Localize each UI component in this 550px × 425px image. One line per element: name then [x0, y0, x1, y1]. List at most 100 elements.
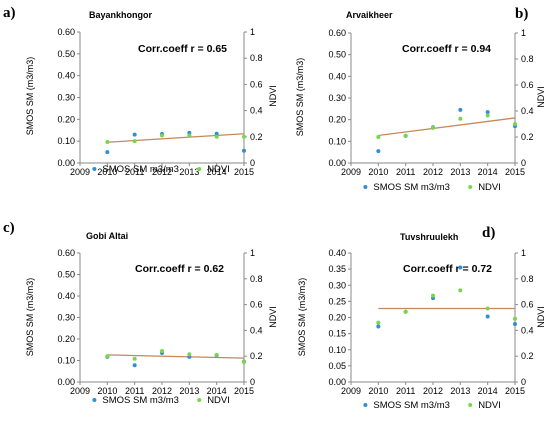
- y2-tick-label: 0.8: [521, 274, 534, 284]
- legend: SMOS SM m3/m3 NDVI: [363, 400, 501, 411]
- y2-tick-label: 0.4: [250, 325, 263, 335]
- legend-sm-marker: [363, 185, 368, 189]
- x-tick-label: 2012: [423, 167, 443, 177]
- y-tick-label: 0.50: [57, 49, 75, 59]
- y-tick-label: 0.40: [57, 291, 75, 301]
- correlation-annotation: Corr.coeff r = 0.72: [403, 263, 492, 275]
- y2-tick-label: 1: [521, 28, 526, 38]
- x-tick-label: 2009: [341, 386, 361, 396]
- x-tick-label: 2015: [505, 167, 525, 177]
- y2-tick-label: 0.2: [521, 132, 534, 142]
- ndvi-point: [132, 356, 137, 361]
- y-tick-label: 0.60: [57, 248, 75, 258]
- y2-tick-label: 1: [250, 248, 255, 258]
- ndvi-point: [132, 139, 137, 144]
- x-tick-label: 2011: [396, 386, 415, 396]
- station-title: Arvaikheer: [346, 10, 393, 20]
- y-tick-label: 0.05: [328, 361, 346, 371]
- panel-letter: b): [515, 6, 528, 22]
- legend-ndvi-marker: [468, 185, 473, 189]
- ndvi-point: [160, 349, 164, 354]
- sm-point: [105, 150, 110, 155]
- legend-ndvi-marker: [197, 398, 202, 402]
- y-tick-label: 0.40: [328, 248, 346, 258]
- chart-panel-3: 0.00 0.10 0.20 0.30 0.40 0.50 0.60 0 0.2 0.4 0.6 0.…: [3, 220, 278, 406]
- y-tick-label: 0.00: [328, 158, 346, 168]
- y2-tick-label: 0: [521, 377, 526, 387]
- y-tick-label: 0.10: [328, 345, 346, 355]
- y2-tick-label: 0.6: [521, 300, 534, 310]
- ndvi-point: [105, 354, 110, 359]
- y-tick-label: 0.10: [328, 136, 346, 146]
- ndvi-point: [105, 140, 110, 145]
- sm-point: [485, 314, 490, 319]
- x-tick-label: 2015: [505, 386, 525, 396]
- y-axis-label: SMOS SM (m3/m3): [297, 278, 307, 357]
- x-tick-label: 2009: [70, 386, 90, 396]
- ndvi-point: [376, 135, 381, 139]
- sm-point: [485, 110, 490, 115]
- y-tick-label: 0.30: [328, 280, 346, 290]
- sm-point: [376, 149, 381, 154]
- y2-axis-label: NDVI: [268, 306, 278, 328]
- ndvi-point: [513, 122, 517, 126]
- y-tick-label: 0.00: [57, 377, 75, 387]
- y2-tick-label: 0.6: [521, 80, 534, 90]
- station-title: Gobi Altai: [86, 231, 128, 241]
- y-axis-label: SMOS SM (m3/m3): [25, 278, 35, 357]
- x-tick-label: 2013: [179, 167, 199, 177]
- x-tick-label: 2012: [152, 386, 172, 396]
- ndvi-point: [513, 316, 517, 321]
- ndvi-point: [458, 116, 463, 121]
- x-tick-label: 2011: [125, 386, 144, 396]
- x-tick-label: 2013: [450, 167, 470, 177]
- ndvi-point: [403, 133, 408, 138]
- legend: SMOS SM m3/m3 NDVI: [363, 182, 501, 193]
- station-title: Bayankhongor: [89, 10, 153, 20]
- ndvi-point: [458, 288, 463, 293]
- y2-axis-label: NDVI: [536, 306, 546, 328]
- panel-letter: a): [3, 5, 16, 21]
- y2-tick-label: 1: [521, 248, 526, 258]
- legend-ndvi-marker: [197, 167, 202, 171]
- panel-letter: c): [3, 220, 15, 236]
- legend-sm-label: SMOS SM m3/m3: [102, 395, 179, 406]
- y-tick-label: 0.20: [328, 115, 346, 125]
- trend-line: [378, 117, 516, 137]
- y2-tick-label: 0.2: [521, 351, 534, 361]
- y-axis-label: SMOS SM (m3/m3): [25, 57, 35, 136]
- x-tick-label: 2011: [396, 167, 415, 177]
- legend-sm-label: SMOS SM m3/m3: [373, 400, 450, 411]
- ndvi-point: [376, 320, 381, 325]
- ndvi-point: [431, 293, 435, 298]
- y2-tick-label: 0.2: [250, 132, 263, 142]
- x-tick-label: 2013: [179, 386, 199, 396]
- x-tick-label: 2014: [478, 167, 498, 177]
- sm-point: [132, 132, 137, 137]
- legend-sm-label: SMOS SM m3/m3: [102, 164, 179, 175]
- y-tick-label: 0.15: [328, 329, 346, 339]
- sm-point: [458, 107, 463, 112]
- sm-point: [458, 265, 463, 270]
- ndvi-point: [187, 352, 192, 357]
- y-tick-label: 0.50: [328, 50, 346, 60]
- legend: SMOS SM m3/m3 NDVI: [92, 395, 230, 406]
- x-tick-label: 2009: [341, 167, 361, 177]
- y-tick-label: 0.40: [57, 71, 75, 81]
- x-tick-label: 2010: [97, 167, 117, 177]
- y2-tick-label: 0.2: [250, 351, 263, 361]
- x-tick-label: 2011: [125, 167, 144, 177]
- correlation-annotation: Corr.coeff r = 0.62: [135, 263, 224, 275]
- ndvi-point: [431, 125, 435, 130]
- y2-tick-label: 0: [250, 158, 255, 168]
- x-tick-label: 2010: [97, 386, 117, 396]
- y-tick-label: 0.10: [57, 356, 75, 366]
- y-tick-label: 0.30: [57, 313, 75, 323]
- ndvi-point: [187, 133, 192, 138]
- y-tick-label: 0.10: [57, 136, 75, 146]
- legend-sm-label: SMOS SM m3/m3: [373, 182, 450, 193]
- chart-panel-4: 0.00 0.05 0.10 0.15 0.20 0.25 0.30 0.35 0.40 0 0.2…: [297, 225, 546, 411]
- x-tick-label: 2012: [152, 167, 172, 177]
- legend-ndvi-label: NDVI: [478, 182, 501, 193]
